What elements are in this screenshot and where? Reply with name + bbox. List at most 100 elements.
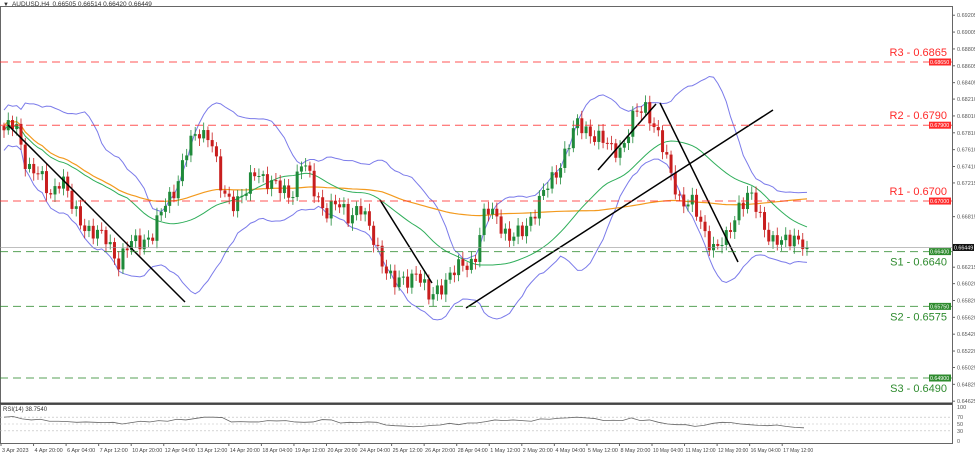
candle-body	[452, 272, 456, 276]
y-tick-label: 0.68605	[957, 64, 975, 70]
candle-body	[512, 236, 516, 241]
candle-body	[202, 130, 206, 139]
y-tick-label: 0.67215	[957, 181, 975, 187]
candle-body	[474, 258, 478, 262]
candle-body	[261, 174, 265, 177]
candle-body	[758, 211, 762, 213]
x-tick-label: 20 Apr 20:00	[328, 448, 358, 454]
candle-body	[95, 229, 99, 239]
x-tick-label: 10 May 04:00	[653, 448, 683, 454]
rsi-line	[3, 416, 805, 429]
candle-body	[550, 172, 554, 189]
candle-body	[299, 166, 303, 172]
candle-body	[112, 242, 116, 259]
candle-body	[83, 225, 87, 232]
candle-body	[214, 146, 218, 157]
y-tick-label: 0.64825	[957, 382, 975, 388]
candle-body	[40, 171, 44, 175]
level-price-tag	[929, 58, 951, 66]
candle-body	[635, 110, 639, 112]
y-tick-label: 0.66020	[957, 282, 975, 288]
level-price-tag	[929, 302, 951, 310]
main-pane-border	[0, 6, 953, 404]
candle-body	[138, 235, 142, 250]
candle-body	[308, 165, 312, 171]
rsi-tick-label: 70	[957, 415, 963, 421]
candle-body	[427, 279, 431, 300]
candle-body	[690, 194, 694, 205]
candle-body	[125, 248, 129, 251]
candle-body	[304, 165, 308, 167]
candle-body	[584, 126, 588, 134]
current-price-text: 0.66449	[954, 245, 973, 251]
y-tick-label: 0.66815	[957, 215, 975, 221]
x-tick-label: 25 Apr 12:00	[393, 448, 423, 454]
candle-body	[49, 193, 53, 195]
candle-body	[627, 136, 631, 144]
candle-body	[44, 171, 48, 194]
candle-body	[142, 239, 146, 250]
candle-body	[61, 176, 65, 189]
y-tick-label: 0.69005	[957, 30, 975, 36]
candle-body	[418, 273, 422, 283]
candle-body	[27, 163, 31, 169]
candle-body	[712, 243, 716, 251]
candle-body	[197, 134, 201, 139]
x-tick-label: 3 Apr 2023	[2, 448, 29, 454]
candle-body	[117, 258, 121, 270]
candle-body	[741, 202, 745, 210]
candle-body	[333, 200, 337, 205]
x-tick-label: 11 May 12:00	[686, 448, 716, 454]
y-tick-label: 0.65025	[957, 365, 975, 371]
candle-body	[253, 172, 257, 177]
candle-body	[605, 142, 609, 144]
candle-body	[482, 208, 486, 236]
x-tick-label: 2 May 20:00	[523, 448, 553, 454]
chart-header: ▼ AUDUSD,H4 0.66505 0.66514 0.66420 0.66…	[3, 1, 152, 8]
candle-body	[733, 220, 737, 232]
candle-body	[775, 235, 779, 245]
candle-body	[236, 196, 240, 212]
candle-body	[431, 294, 435, 300]
candle-body	[189, 135, 193, 156]
candle-body	[359, 206, 363, 215]
candle-body	[707, 231, 711, 251]
x-tick-label: 17 May 12:00	[783, 448, 813, 454]
candle-body	[567, 148, 571, 150]
candle-body	[291, 197, 295, 199]
candle-body	[151, 237, 155, 241]
candle-body	[639, 111, 643, 113]
x-tick-label: 28 Apr 04:00	[458, 448, 488, 454]
candle-body	[36, 173, 40, 175]
level-price-tag	[929, 374, 951, 382]
trend-line	[7, 124, 186, 303]
candle-body	[805, 247, 809, 250]
candle-body	[397, 277, 401, 288]
candle-body	[231, 196, 235, 212]
candle-body	[57, 186, 61, 189]
candle-body	[146, 237, 150, 240]
candle-body	[444, 279, 448, 295]
bollinger-upper	[3, 75, 808, 260]
dropdown-triangle-icon[interactable]: ▼	[3, 1, 9, 8]
candle-body	[469, 258, 473, 270]
y-tick-label: 0.68405	[957, 81, 975, 87]
candle-body	[100, 229, 104, 231]
candle-body	[423, 279, 427, 283]
candle-body	[346, 203, 350, 224]
candle-body	[176, 181, 180, 199]
y-tick-label: 0.64625	[957, 399, 975, 405]
candle-body	[325, 208, 329, 219]
candle-body	[792, 235, 796, 247]
candle-body	[576, 118, 580, 129]
candle-body	[618, 147, 622, 158]
candle-body	[244, 193, 248, 196]
candle-body	[754, 192, 758, 212]
candle-body	[15, 123, 19, 130]
trend-line	[465, 109, 774, 309]
candle-body	[559, 167, 563, 178]
candle-body	[520, 225, 524, 237]
candle-body	[129, 241, 133, 251]
candle-body	[516, 225, 520, 237]
